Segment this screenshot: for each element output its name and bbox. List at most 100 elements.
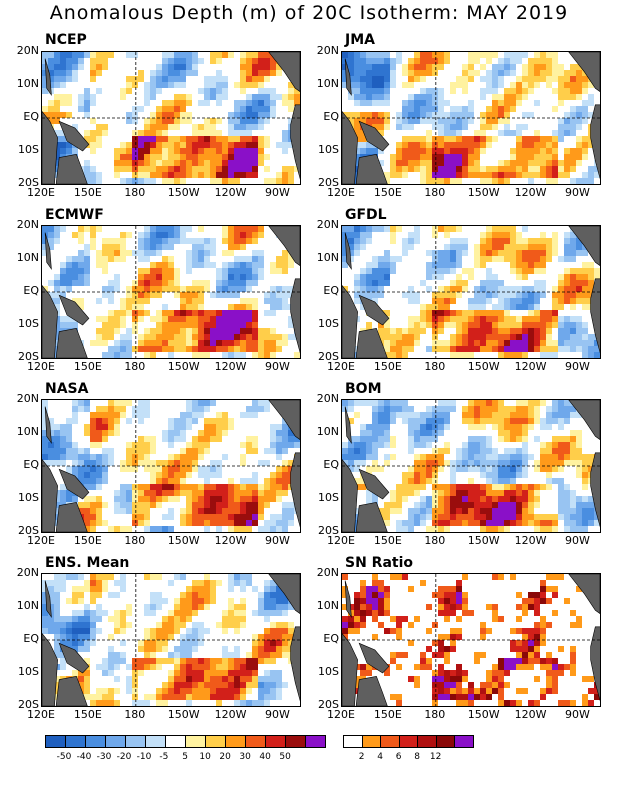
field-cell: [462, 352, 468, 358]
field-cell: [246, 496, 252, 502]
field-cell: [114, 652, 120, 658]
field-cell: [486, 454, 492, 460]
field-cell: [276, 430, 282, 436]
field-cell: [552, 58, 558, 64]
field-cell: [486, 328, 492, 334]
field-cell: [432, 430, 438, 436]
field-cell: [516, 664, 522, 670]
field-cell: [414, 118, 420, 124]
field-cell: [150, 94, 156, 100]
field-cell: [240, 352, 246, 358]
field-cell: [54, 232, 60, 238]
field-cell: [552, 148, 558, 154]
field-cell: [570, 700, 576, 706]
field-cell: [510, 268, 516, 274]
field-cell: [228, 418, 234, 424]
field-cell: [372, 268, 378, 274]
field-cell: [474, 694, 480, 700]
field-cell: [510, 58, 516, 64]
field-cell: [234, 616, 240, 622]
field-cell: [96, 604, 102, 610]
field-cell: [198, 124, 204, 130]
field-cell: [198, 322, 204, 328]
field-cell: [288, 520, 294, 526]
field-cell: [96, 142, 102, 148]
field-cell: [390, 160, 396, 166]
field-cell: [192, 454, 198, 460]
field-cell: [84, 172, 90, 178]
field-cell: [432, 304, 438, 310]
field-cell: [360, 400, 366, 406]
field-cell: [90, 130, 96, 136]
field-cell: [72, 616, 78, 622]
field-cell: [480, 316, 486, 322]
field-cell: [552, 292, 558, 298]
field-cell: [438, 322, 444, 328]
field-cell: [504, 460, 510, 466]
field-cell: [378, 268, 384, 274]
field-cell: [192, 160, 198, 166]
field-cell: [126, 154, 132, 160]
field-cell: [228, 478, 234, 484]
field-cell: [120, 622, 126, 628]
field-cell: [156, 232, 162, 238]
field-cell: [120, 490, 126, 496]
field-cell: [252, 340, 258, 346]
field-cell: [174, 136, 180, 142]
field-cell: [54, 130, 60, 136]
field-cell: [66, 70, 72, 76]
field-cell: [120, 658, 126, 664]
field-cell: [144, 700, 150, 706]
field-cell: [252, 676, 258, 682]
field-cell: [354, 448, 360, 454]
field-cell: [90, 628, 96, 634]
field-cell: [234, 490, 240, 496]
field-cell: [162, 496, 168, 502]
field-cell: [180, 448, 186, 454]
field-cell: [432, 526, 438, 532]
field-cell: [198, 490, 204, 496]
field-cell: [360, 280, 366, 286]
field-cell: [582, 520, 588, 526]
field-cell: [120, 508, 126, 514]
field-cell: [546, 256, 552, 262]
field-cell: [534, 700, 540, 706]
field-cell: [84, 508, 90, 514]
lon-tick-label: 150E: [373, 534, 402, 547]
field-cell: [90, 64, 96, 70]
field-cell: [360, 268, 366, 274]
field-cell: [348, 250, 354, 256]
field-cell: [468, 334, 474, 340]
field-cell: [96, 226, 102, 232]
field-cell: [192, 658, 198, 664]
field-cell: [90, 496, 96, 502]
field-cell: [210, 484, 216, 490]
field-cell: [564, 280, 570, 286]
field-cell: [540, 268, 546, 274]
field-cell: [348, 118, 354, 124]
field-cell: [504, 88, 510, 94]
field-cell: [174, 694, 180, 700]
field-cell: [84, 406, 90, 412]
field-cell: [48, 82, 54, 88]
field-cell: [252, 226, 258, 232]
field-cell: [396, 634, 402, 640]
field-cell: [198, 154, 204, 160]
field-cell: [408, 136, 414, 142]
field-cell: [234, 286, 240, 292]
field-cell: [216, 274, 222, 280]
field-cell: [186, 418, 192, 424]
field-cell: [180, 76, 186, 82]
field-cell: [564, 274, 570, 280]
field-cell: [84, 610, 90, 616]
field-cell: [174, 424, 180, 430]
field-cell: [180, 472, 186, 478]
field-cell: [474, 160, 480, 166]
field-cell: [504, 124, 510, 130]
field-cell: [246, 514, 252, 520]
field-cell: [144, 496, 150, 502]
field-cell: [414, 70, 420, 76]
field-cell: [144, 328, 150, 334]
field-cell: [294, 166, 300, 172]
field-cell: [282, 628, 288, 634]
